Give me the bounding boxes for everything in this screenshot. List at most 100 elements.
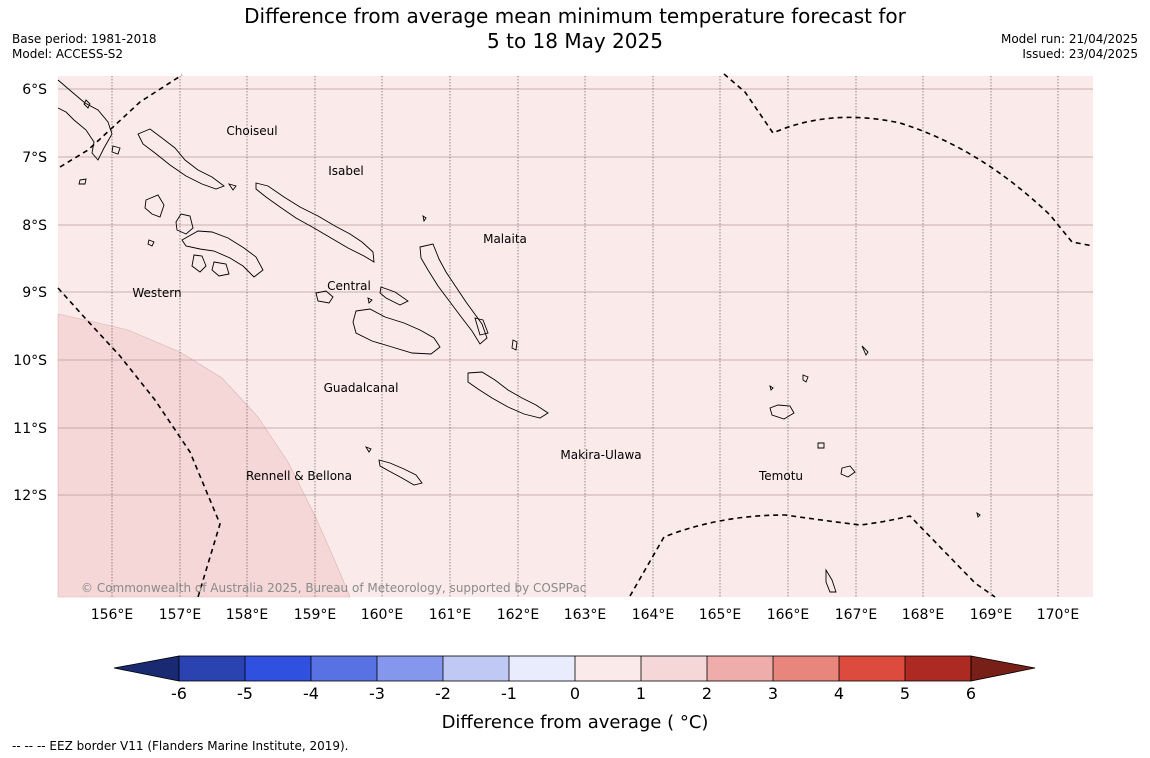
savo-islet (367, 297, 373, 304)
bellona-islet (364, 446, 372, 453)
colorbar: -6 -5 -4 -3 -2 -1 0 1 2 3 4 5 6 Differen… (113, 655, 1036, 733)
colorbar-tick-label: 3 (768, 684, 778, 703)
lon-label: 157°E (159, 607, 202, 623)
colorbar-tick-label: -2 (435, 684, 451, 703)
small-malaita-island (474, 317, 489, 336)
colorbar-tick-label: 4 (834, 684, 844, 703)
vangunu-island (211, 261, 230, 277)
vella-lavella-island (144, 194, 165, 218)
colorbar-extend-low (113, 655, 180, 682)
vanikoro-island (840, 465, 856, 478)
colorbar-segment (311, 656, 377, 681)
colorbar-extend-high (970, 655, 1036, 682)
bougainville-island (57, 79, 113, 161)
province-label: Western (132, 286, 181, 300)
anuta-islet (976, 511, 981, 518)
guadalcanal-island (352, 308, 441, 355)
lon-label: 168°E (902, 607, 945, 623)
lon-label: 166°E (767, 607, 810, 623)
florida-islands (379, 286, 409, 306)
title-line-1: Difference from average mean minimum tem… (244, 4, 906, 28)
colorbar-tick-label: 2 (702, 684, 712, 703)
lon-label: 160°E (361, 607, 404, 623)
reef-islet (769, 384, 774, 391)
lat-label: 6°S (22, 82, 47, 98)
eez-border-south (629, 514, 996, 598)
lon-label: 162°E (497, 607, 540, 623)
colorbar-label: Difference from average ( °C) (442, 712, 709, 733)
makira-island (467, 371, 549, 419)
lat-label: 8°S (22, 218, 47, 234)
lat-label: 12°S (13, 488, 47, 504)
issued-date: Issued: 23/04/2025 (1022, 47, 1138, 61)
colorbar-segment (641, 656, 707, 681)
rennell-island (378, 459, 423, 486)
title-line-2: 5 to 18 May 2025 (487, 29, 663, 53)
lon-label: 158°E (226, 607, 269, 623)
colorbar-tick-label: 1 (636, 684, 646, 703)
rendova-island (191, 254, 207, 273)
colorbar-tick-label: 6 (966, 684, 976, 703)
meta-right: Model run: 21/04/2025 Issued: 23/04/2025 (1001, 32, 1138, 62)
province-label: Temotu (758, 469, 803, 483)
buka-island (83, 99, 91, 109)
model-run: Model run: 21/04/2025 (1000, 32, 1138, 46)
ulawa-islet (511, 339, 518, 351)
meta-left: Base period: 1981-2018 Model: ACCESS-S2 (12, 32, 157, 62)
colorbar-segment (905, 656, 971, 681)
lon-label: 169°E (970, 607, 1013, 623)
province-label: Guadalcanal (324, 381, 399, 395)
province-labels: Choiseul Isabel Malaita Western Central … (132, 124, 803, 483)
colorbar-tick-label: -3 (369, 684, 385, 703)
lon-label: 161°E (429, 607, 472, 623)
eez-footnote: -- -- -- EEZ border V11 (Flanders Marine… (12, 739, 349, 753)
choiseul-island (137, 128, 225, 190)
choiseul-islet (227, 183, 237, 191)
tikopia-islet (861, 345, 869, 356)
lon-label: 159°E (294, 607, 337, 623)
islands (57, 79, 981, 593)
colorbar-segment (707, 656, 773, 681)
lon-labels: 156°E 157°E 158°E 159°E 160°E 161°E 162°… (91, 607, 1080, 623)
new-georgia-island (181, 230, 264, 278)
eez-border-southwest (57, 287, 221, 598)
colorbar-tick-label: -5 (237, 684, 253, 703)
model-name: Model: ACCESS-S2 (12, 47, 124, 61)
lat-label: 9°S (22, 285, 47, 301)
gizo-islet (147, 239, 155, 247)
temotu-south-islet (825, 568, 837, 593)
lon-label: 163°E (564, 607, 607, 623)
vanikoro-islet (802, 374, 809, 383)
kolombangara-island (175, 213, 194, 235)
lon-label: 164°E (632, 607, 675, 623)
colorbar-tick-label: -4 (303, 684, 319, 703)
province-label: Central (327, 279, 371, 293)
colorbar-tick-label: -1 (501, 684, 517, 703)
chart-title: Difference from average mean minimum tem… (0, 4, 1150, 54)
colorbar-segment (179, 656, 245, 681)
small-islet (78, 178, 87, 185)
province-label: Makira-Ulawa (560, 448, 641, 462)
santa-cruz-island (769, 404, 795, 420)
base-period: Base period: 1981-2018 (12, 32, 157, 46)
russell-islands (315, 290, 334, 304)
isabel-islet (422, 215, 427, 223)
lon-label: 165°E (699, 607, 742, 623)
lon-label: 156°E (91, 607, 134, 623)
colorbar-segment (377, 656, 443, 681)
eez-border-png (59, 74, 183, 168)
province-label: Choiseul (226, 124, 277, 138)
lat-label: 7°S (22, 150, 47, 166)
province-label: Malaita (483, 232, 527, 246)
colorbar-tick-label: 5 (900, 684, 910, 703)
lat-label: 10°S (13, 353, 47, 369)
colorbar-segment (839, 656, 905, 681)
warm-anomaly-region (57, 313, 351, 598)
lon-label: 167°E (835, 607, 878, 623)
lon-label: 170°E (1037, 607, 1080, 623)
shortland-islet (111, 145, 121, 155)
eez-borders (57, 73, 1094, 598)
colorbar-segment (575, 656, 641, 681)
colorbar-segment (509, 656, 575, 681)
